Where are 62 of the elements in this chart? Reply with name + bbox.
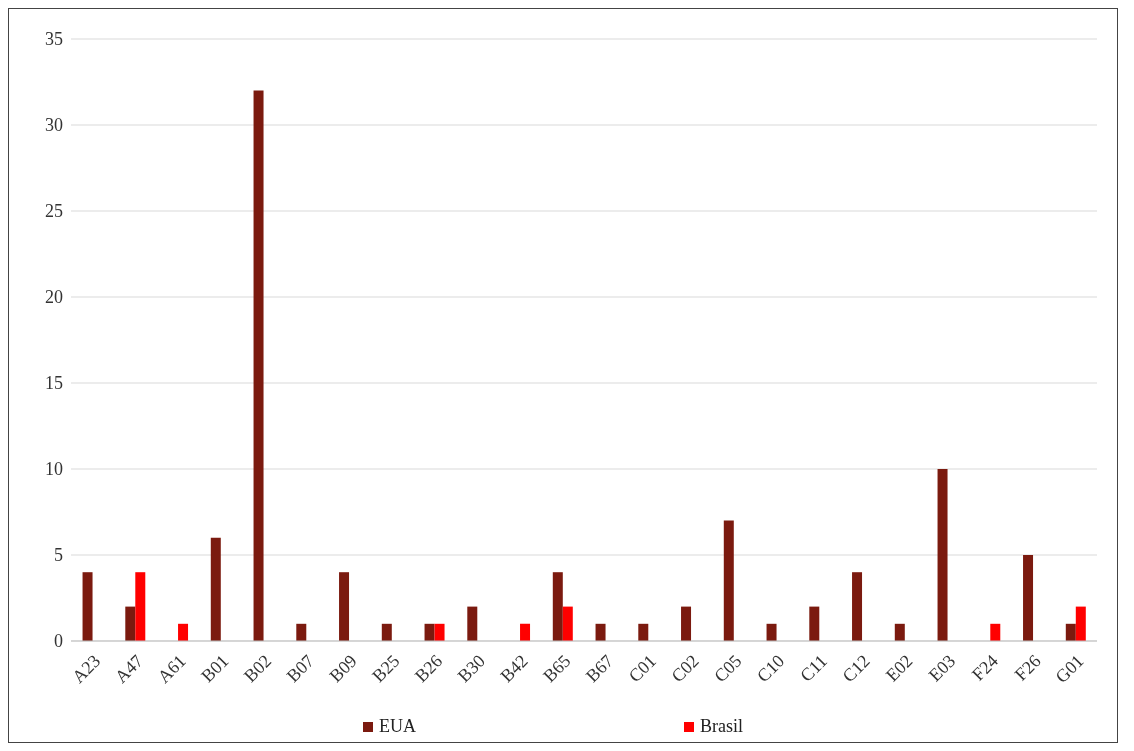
bar (125, 606, 136, 641)
bar (339, 572, 350, 641)
bar (1065, 623, 1076, 641)
x-tick-label: F24 (968, 650, 1002, 685)
x-tick-label: A47 (110, 650, 147, 687)
x-tick-label: C11 (796, 650, 831, 686)
x-tick-label: B25 (368, 650, 404, 687)
x-tick-label: F26 (1010, 650, 1045, 685)
bar (937, 469, 948, 641)
bar (894, 623, 905, 641)
bar (467, 606, 478, 641)
x-tick-label: E03 (924, 650, 960, 686)
legend-label: Brasil (699, 716, 743, 737)
y-tick-label: 35 (45, 29, 63, 50)
legend-label: EUA (378, 716, 416, 737)
y-tick-label: 15 (45, 373, 63, 394)
bar (1075, 606, 1086, 641)
x-tick-label: C10 (752, 650, 789, 687)
bar (1023, 555, 1034, 641)
bar (210, 537, 221, 641)
x-tick-label: B65 (539, 650, 575, 687)
y-tick-label: 10 (45, 459, 63, 480)
bar (681, 606, 692, 641)
x-tick-label: B30 (453, 650, 489, 687)
x-tick-label: B07 (282, 650, 318, 687)
x-tick-label: B01 (197, 650, 233, 687)
y-tick-label: 0 (54, 631, 63, 652)
bar (990, 623, 1001, 641)
y-tick-label: 20 (45, 287, 63, 308)
x-tick-label: C02 (667, 650, 703, 687)
x-tick-label: B09 (325, 650, 361, 687)
bar (562, 606, 573, 641)
bar (82, 572, 93, 641)
bar (520, 623, 531, 641)
y-tick-label: 5 (54, 545, 63, 566)
x-tick-label: B02 (239, 650, 276, 687)
x-tick-label: B42 (496, 650, 532, 687)
x-tick-label: C05 (710, 650, 746, 687)
bar (296, 623, 307, 641)
bar (178, 623, 189, 641)
bar (638, 623, 649, 641)
x-tick-label: A61 (153, 650, 190, 687)
bar (595, 623, 606, 641)
bar (424, 623, 435, 641)
x-tick-label: C12 (838, 650, 874, 687)
x-tick-label: B26 (410, 650, 447, 687)
y-tick-label: 25 (45, 201, 63, 222)
bar (766, 623, 777, 641)
y-tick-label: 30 (45, 115, 63, 136)
x-tick-label: B67 (581, 650, 618, 687)
bar (135, 572, 146, 641)
bar (253, 90, 264, 641)
x-tick-label: A23 (68, 650, 105, 687)
bar (552, 572, 563, 641)
bar (381, 623, 392, 641)
bar (809, 606, 820, 641)
bar (852, 572, 863, 641)
x-tick-label: G01 (1051, 650, 1088, 687)
bar (723, 520, 734, 641)
x-tick-label: E02 (881, 650, 917, 686)
bar (434, 623, 445, 641)
x-tick-label: C01 (624, 650, 660, 687)
